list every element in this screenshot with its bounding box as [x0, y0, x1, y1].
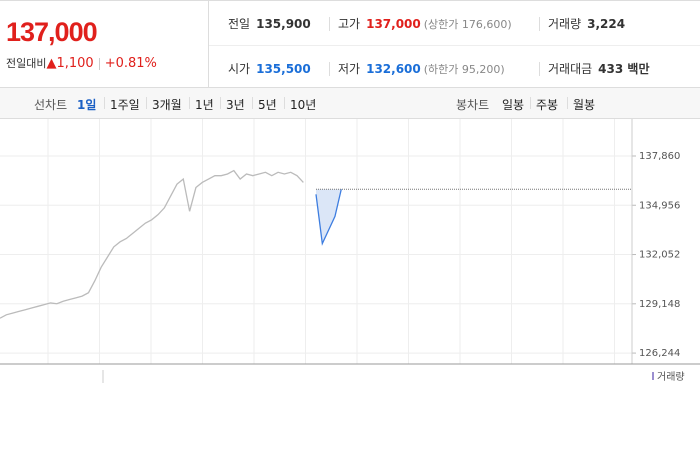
separator — [539, 62, 540, 76]
info-item: 고가 137,000 (상한가 176,600) — [338, 15, 512, 32]
period-tab[interactable]: 3년 — [226, 98, 245, 112]
quote-header: 137,000 전일대비▲1,100 +0.81% 전일 135,900 고가 137,… — [0, 0, 700, 88]
tab-group-label: 선차트 — [34, 98, 68, 112]
chart: 137,860 134,956 132,052 129,148 126,244 거래량 — [0, 119, 700, 383]
change-value: 1,100 — [56, 56, 94, 71]
info-label: 고가 — [338, 17, 361, 31]
info-label: 거래대금 — [548, 62, 593, 76]
change-row: 전일대비▲1,100 +0.81% — [6, 55, 157, 71]
info-value: 137,000 — [366, 17, 421, 31]
y-tick-label: 129,148 — [639, 299, 680, 310]
info-value: 433 백만 — [598, 62, 650, 76]
separator — [146, 97, 147, 109]
up-arrow: ▲ — [46, 56, 57, 71]
info-value: 3,224 — [587, 17, 626, 31]
info-item: 저가 132,600 (하한가 95,200) — [338, 60, 505, 77]
price-block: 137,000 전일대비▲1,100 +0.81% — [0, 1, 209, 87]
separator — [329, 17, 330, 31]
period-tab[interactable]: 1주일 — [110, 98, 140, 112]
info-note: (하한가 95,200) — [423, 63, 505, 76]
separator — [104, 97, 105, 109]
period-tab[interactable]: 1년 — [195, 98, 214, 112]
price-line — [0, 169, 304, 319]
y-tick-label: 137,860 — [639, 151, 680, 162]
info-item: 거래량 3,224 — [548, 15, 625, 32]
volume-legend-swatch — [652, 372, 654, 380]
volume-legend: 거래량 — [657, 371, 685, 383]
info-label: 거래량 — [548, 17, 582, 31]
info-label: 전일 — [228, 17, 251, 31]
info-item: 시가 135,500 — [228, 60, 311, 77]
info-value: 132,600 — [366, 62, 421, 76]
candle-tab[interactable]: 월봉 — [573, 98, 596, 112]
change-pct: +0.81% — [104, 56, 157, 71]
candle-tab[interactable]: 주봉 — [536, 98, 559, 112]
info-item: 거래대금 433 백만 — [548, 60, 649, 77]
separator — [329, 62, 330, 76]
separator — [252, 97, 253, 109]
info-note: (상한가 176,600) — [423, 18, 512, 31]
info-item: 전일 135,900 — [228, 15, 311, 32]
separator — [539, 17, 540, 31]
separator — [220, 97, 221, 109]
tab-bar: 선차트 1일 1주일 3개월 1년 3년 5년 10년 봉차트 일봉 주봉 월봉 — [0, 88, 700, 119]
separator — [567, 97, 568, 109]
separator — [530, 97, 531, 109]
period-tab[interactable]: 10년 — [290, 98, 317, 112]
period-tab[interactable]: 3개월 — [152, 98, 182, 112]
y-tick-label: 134,956 — [639, 200, 680, 211]
period-tab[interactable]: 5년 — [258, 98, 277, 112]
separator — [284, 97, 285, 109]
y-tick-label: 126,244 — [639, 348, 680, 359]
separator — [189, 97, 190, 109]
info-label: 시가 — [228, 62, 251, 76]
info-label: 저가 — [338, 62, 361, 76]
change-label: 전일대비 — [6, 57, 47, 70]
info-value: 135,500 — [256, 62, 311, 76]
candle-tab[interactable]: 일봉 — [502, 98, 525, 112]
area-fill — [316, 189, 342, 244]
info-value: 135,900 — [256, 17, 311, 31]
current-price: 137,000 — [6, 17, 98, 47]
y-tick-label: 132,052 — [639, 250, 680, 261]
period-tab[interactable]: 1일 — [77, 98, 97, 112]
tab-group-label: 봉차트 — [456, 98, 490, 112]
price-line — [315, 189, 342, 246]
